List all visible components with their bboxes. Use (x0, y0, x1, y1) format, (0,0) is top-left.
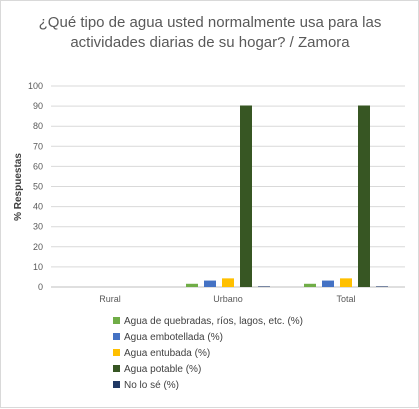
legend-label: Agua de quebradas, ríos, lagos, etc. (%) (124, 316, 303, 327)
legend-label: Agua potable (%) (124, 364, 201, 375)
legend-label: No lo sé (%) (124, 380, 179, 391)
bars (186, 105, 388, 287)
bar (204, 280, 216, 287)
bar (258, 286, 270, 287)
y-tick-label: 10 (33, 262, 43, 272)
y-tick-label: 60 (33, 161, 43, 171)
bar (240, 105, 252, 287)
legend-label: Agua entubada (%) (124, 348, 210, 359)
y-tick-label: 0 (38, 282, 43, 292)
y-tick-label: 50 (33, 182, 43, 192)
bar (358, 105, 370, 287)
bar (186, 283, 198, 287)
y-tick-label: 90 (33, 101, 43, 111)
legend-label: Agua embotellada (%) (124, 332, 223, 343)
chart-title-line-1: ¿Qué tipo de agua usted normalmente usa … (39, 14, 382, 31)
y-axis-label: % Respuestas (13, 153, 24, 221)
legend-swatch (113, 349, 120, 356)
legend-swatch (113, 333, 120, 340)
bar (304, 283, 316, 287)
gridlines (51, 85, 405, 288)
x-tick-label: Rural (99, 294, 121, 304)
legend: Agua de quebradas, ríos, lagos, etc. (%)… (113, 316, 303, 391)
y-tick-label: 30 (33, 222, 43, 232)
y-tick-label: 20 (33, 242, 43, 252)
x-tick-label: Total (336, 294, 355, 304)
bar (222, 278, 234, 287)
y-tick-labels: 0 10 20 30 40 50 60 70 80 90 100 (28, 81, 43, 292)
x-tick-label: Urbano (213, 294, 243, 304)
x-tick-labels: Rural Urbano Total (99, 294, 355, 304)
y-tick-label: 40 (33, 202, 43, 212)
bar (340, 278, 352, 287)
legend-swatch (113, 317, 120, 324)
legend-swatch (113, 365, 120, 372)
bar (376, 286, 388, 287)
bar (322, 280, 334, 287)
y-tick-label: 80 (33, 121, 43, 131)
legend-swatch (113, 381, 120, 388)
chart-title-line-2: actividades diarias de su hogar? / Zamor… (70, 34, 350, 51)
y-tick-label: 70 (33, 141, 43, 151)
y-tick-label: 100 (28, 81, 43, 91)
